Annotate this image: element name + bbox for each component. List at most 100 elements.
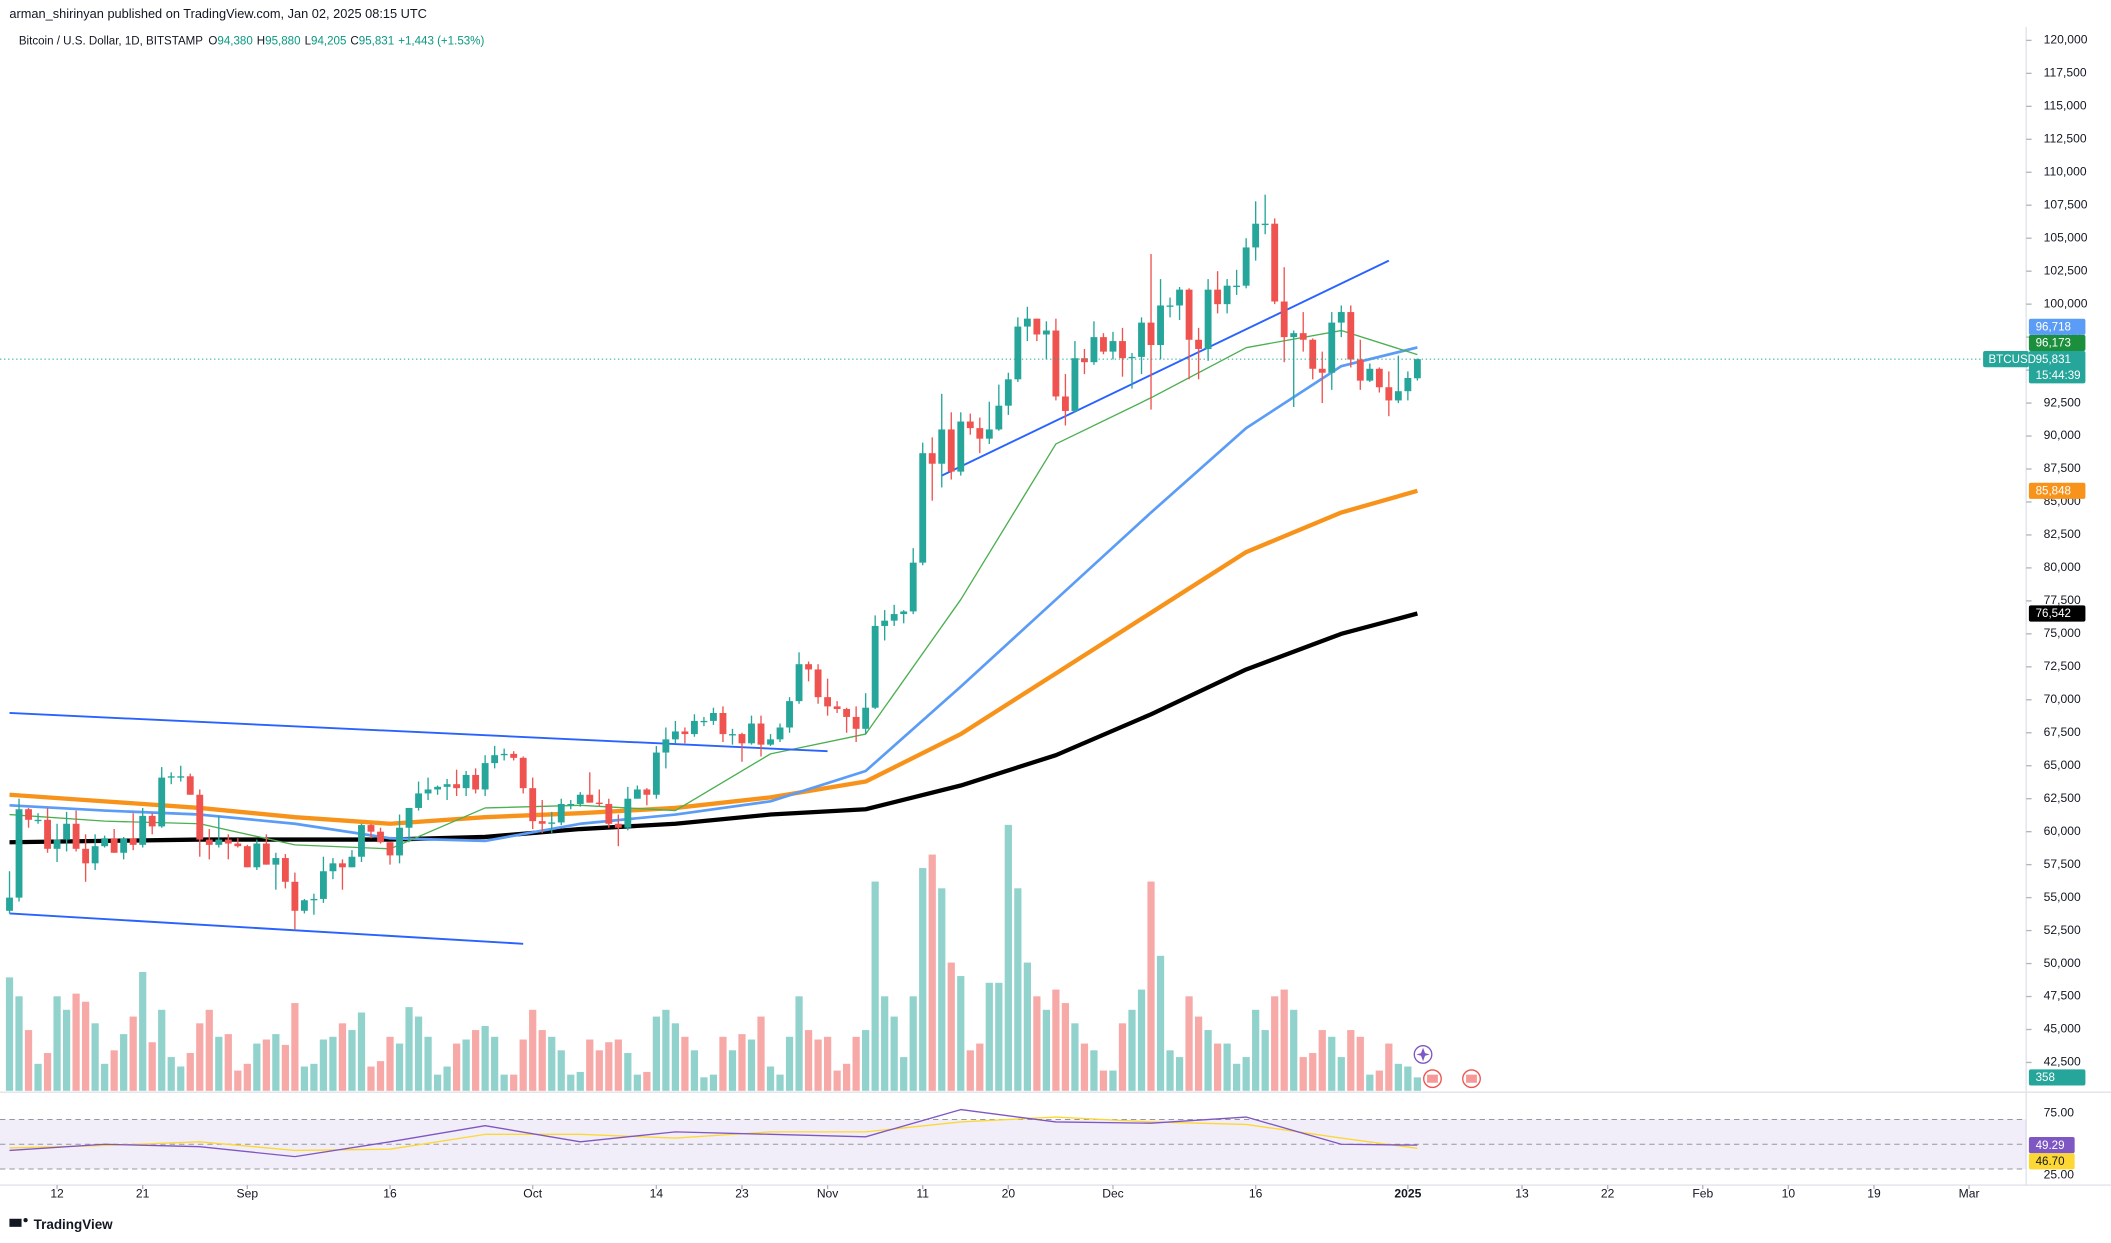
volume-bar — [804, 1030, 813, 1091]
volume-bar — [414, 1016, 423, 1091]
y-tick-label: 110,000 — [2044, 164, 2087, 178]
candle-body — [1271, 223, 1279, 302]
volume-bar — [491, 1036, 499, 1091]
candle-body — [767, 739, 774, 745]
volume-bar — [1233, 1063, 1241, 1091]
volume-bar — [681, 1036, 689, 1091]
candle-body — [234, 843, 242, 847]
volume-bar — [5, 977, 14, 1091]
candle-body — [890, 614, 898, 621]
close: 95,831 — [359, 36, 394, 48]
candle-body — [1309, 339, 1317, 369]
trendline — [941, 259, 1390, 477]
x-tick-label: 16 — [1249, 1187, 1263, 1201]
candle-body — [1147, 322, 1155, 346]
event-icon-star — [1416, 1047, 1430, 1062]
candle-body — [215, 839, 223, 845]
candle-body — [586, 794, 594, 803]
volume-bar — [472, 1030, 480, 1091]
volume-bar — [1347, 1030, 1355, 1091]
candle-body — [1252, 223, 1260, 248]
candle-body — [985, 429, 993, 439]
volume-bar — [605, 1042, 613, 1091]
volume-bar — [919, 868, 927, 1091]
ma-badge-text: 76,542 — [2036, 608, 2071, 620]
volume-bar — [1061, 1003, 1070, 1091]
candle-body — [1042, 330, 1050, 335]
volume-bar — [538, 1030, 546, 1091]
candle-body — [291, 881, 299, 911]
candle-body — [1071, 358, 1079, 411]
volume-bar — [1033, 996, 1041, 1091]
volume-bar — [557, 1050, 565, 1091]
volume-bar — [652, 1016, 660, 1091]
volume-bar — [1128, 1009, 1136, 1091]
volume-bar — [909, 996, 917, 1091]
y-tick-label: 117,500 — [2044, 66, 2087, 80]
candle-body — [643, 789, 651, 795]
volume-bar — [357, 1012, 366, 1091]
y-tick-label: 90,000 — [2044, 428, 2081, 442]
volume-bar — [1166, 1050, 1174, 1091]
y-tick-label: 42,500 — [2044, 1055, 2081, 1069]
y-tick-label: 112,500 — [2044, 131, 2087, 145]
high-key: H — [257, 36, 265, 48]
y-tick-label: 115,000 — [2044, 99, 2087, 113]
logo-mark — [23, 1217, 28, 1223]
volume-bar — [890, 1016, 898, 1091]
volume-bar — [995, 982, 1003, 1091]
candle-body — [900, 611, 908, 615]
candle-body — [120, 838, 128, 853]
volume-bar — [1156, 955, 1165, 1091]
candle-body — [1081, 358, 1088, 363]
volume-bar — [1213, 1043, 1222, 1091]
y-tick-label: 120,000 — [2044, 33, 2088, 47]
volume-bar — [871, 881, 879, 1091]
candle-body — [548, 822, 556, 824]
candle-body — [1328, 322, 1336, 373]
candle-body — [1185, 289, 1193, 340]
volume-bar — [338, 1023, 347, 1091]
ma-badge — [2028, 334, 2086, 352]
candle-body — [1375, 368, 1383, 388]
candle-body — [491, 755, 499, 764]
candle-body — [624, 798, 632, 828]
candle-body — [1100, 337, 1107, 352]
volume-bar — [823, 1036, 832, 1091]
volume-bar — [881, 996, 889, 1091]
volume-bar — [947, 962, 955, 1091]
y-tick-label: 80,000 — [2044, 560, 2081, 574]
volume-bar — [928, 854, 936, 1091]
candle-body — [1090, 337, 1098, 363]
x-tick-label: 23 — [735, 1187, 749, 1201]
candle-body — [852, 716, 860, 729]
candle-body — [576, 794, 584, 804]
candle-body — [500, 753, 508, 756]
candle-body — [1214, 289, 1222, 305]
candle-body — [776, 727, 784, 740]
volume-bar — [167, 1057, 175, 1091]
volume-bar — [177, 1066, 185, 1091]
volume-bar — [139, 972, 147, 1091]
y-tick-label: 65,000 — [2044, 758, 2081, 772]
candle-body — [757, 723, 765, 745]
volume-bar — [110, 1050, 118, 1091]
candle-body — [205, 839, 213, 845]
volume-bar — [1385, 1043, 1393, 1091]
candle-body — [595, 802, 603, 805]
volume-bar — [43, 1053, 52, 1091]
x-tick-label: 12 — [50, 1187, 64, 1201]
x-tick-label: 2025 — [1394, 1187, 1421, 1201]
volume-bar — [1109, 1070, 1117, 1091]
candle-body — [434, 786, 442, 790]
volume-bar — [462, 1039, 470, 1091]
candle-body — [957, 421, 965, 472]
high: 95,880 — [265, 36, 300, 48]
candle-body — [262, 843, 270, 865]
brand: TradingView — [34, 1217, 114, 1232]
candle-body — [824, 697, 832, 707]
candle-body — [1356, 359, 1364, 381]
rsi-badge-text: 49.29 — [2036, 1140, 2065, 1152]
candle-body — [1347, 312, 1355, 360]
candle-body — [662, 739, 670, 753]
